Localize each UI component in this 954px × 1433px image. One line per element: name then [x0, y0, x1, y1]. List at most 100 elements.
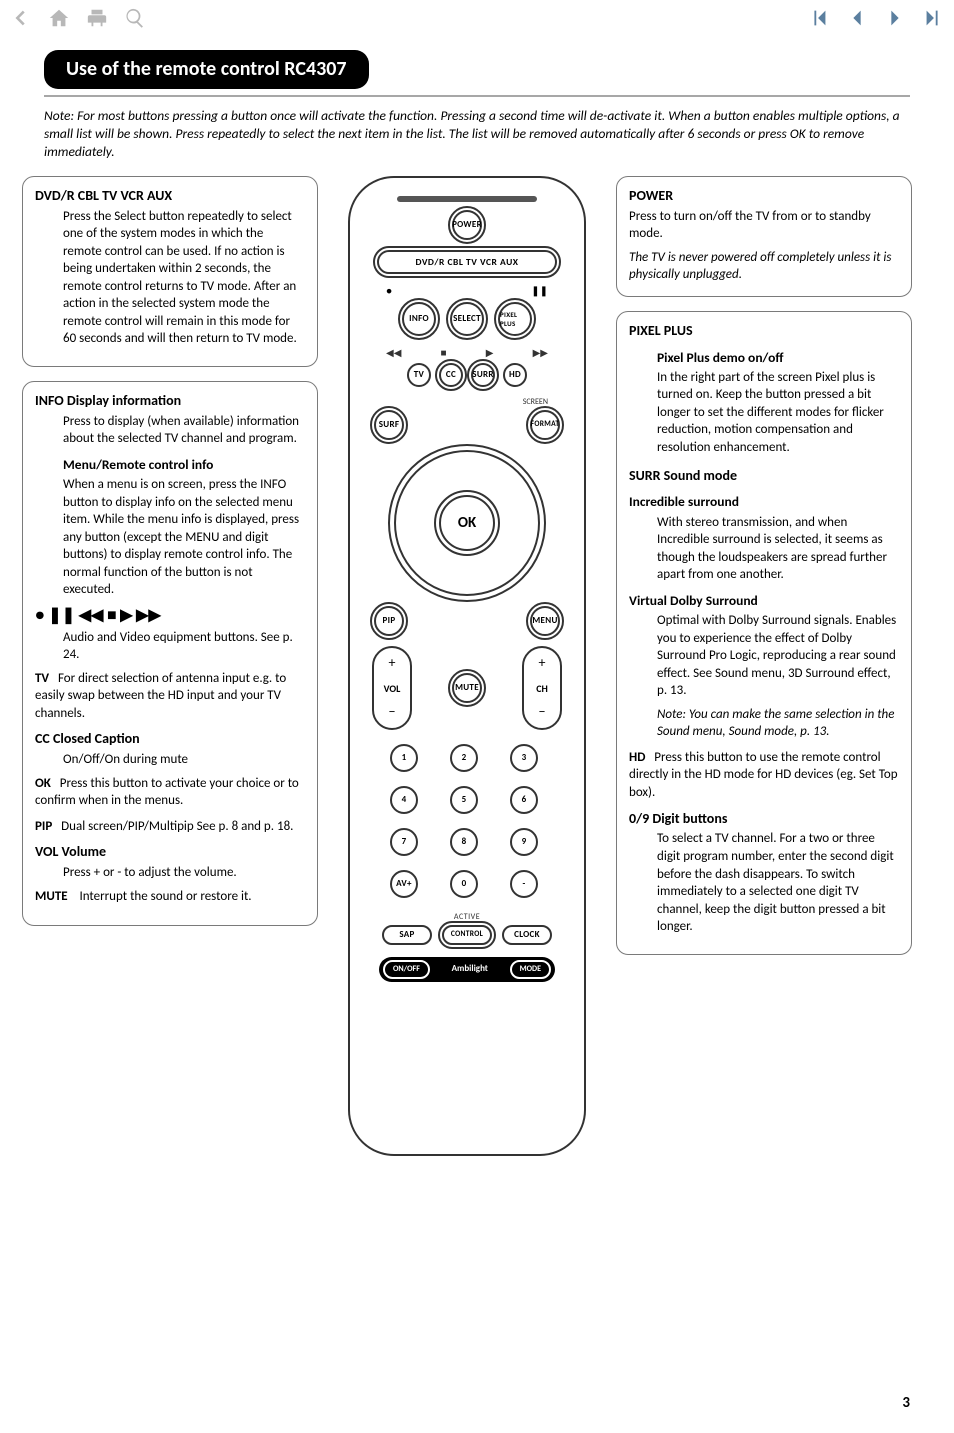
surr-sub: Incredible surround [629, 493, 899, 511]
vds-note: Note: You can make the same selection in… [657, 707, 894, 740]
hd-entry: HD Press this button to use the remote c… [629, 749, 899, 802]
search-icon[interactable] [124, 7, 146, 35]
btn-info: INFO [402, 302, 436, 336]
vol-head: VOL Volume [35, 843, 305, 862]
btn-modebar: DVD/R CBL TV VCR AUX [377, 250, 557, 275]
vds-body: Optimal with Dolby Surround signals. Ena… [657, 612, 899, 700]
btn-4: 4 [390, 786, 418, 814]
ok-body: Press this button to activate your choic… [35, 776, 299, 809]
digit-head: 0/9 Digit buttons [629, 810, 899, 829]
btn-9: 9 [510, 828, 538, 856]
power-body: Press to turn on/off the TV from or to s… [629, 208, 899, 243]
info-body: Press to display (when available) inform… [63, 413, 305, 448]
tv-tag: TV [35, 671, 49, 686]
power-note: The TV is never powered off completely u… [629, 250, 891, 283]
transport-head: ● ❚❚ ◀◀ ■ ▶ ▶▶ [35, 605, 305, 627]
ok-entry: OK Press this button to activate your ch… [35, 775, 305, 810]
surr-body: With stereo transmission, and when Incre… [657, 514, 899, 584]
rocker-ch: +CH− [522, 646, 562, 730]
btn-dash: - [510, 870, 538, 898]
back-icon[interactable] [10, 7, 32, 35]
surr-head: SURR Sound mode [629, 467, 899, 486]
btn-1: 1 [390, 744, 418, 772]
nav-right-group [808, 7, 944, 35]
btn-0: 0 [450, 870, 478, 898]
mute-tag: MUTE [35, 889, 68, 904]
remote-ir-window [397, 196, 537, 202]
cc-body: On/Off/On during mute [63, 751, 305, 769]
main-columns: DVD/R CBL TV VCR AUX Press the Select bu… [22, 176, 932, 1156]
pixelplus-head: PIXEL PLUS [629, 322, 899, 341]
page-title: Use of the remote control RC4307 [44, 50, 369, 89]
first-page-icon[interactable] [808, 7, 830, 35]
btn-mode: MODE [510, 960, 551, 979]
pixelplus-sub: Pixel Plus demo on/off [657, 349, 899, 367]
screen-label: SCREEN [368, 397, 566, 408]
transport-body: Audio and Video equipment buttons. See p… [63, 629, 305, 664]
menuinfo-head: Menu/Remote control info [63, 456, 305, 474]
home-icon[interactable] [48, 7, 70, 35]
transport-marks: ◀◀■▶▶▶ [368, 346, 566, 360]
page-number: 3 [902, 1393, 910, 1413]
remote-diagram: POWER DVD/R CBL TV VCR AUX ●❚❚ INFO SELE… [348, 176, 586, 1156]
modes-head: DVD/R CBL TV VCR AUX [35, 187, 305, 206]
modes-body: Press the Select button repeatedly to se… [63, 208, 305, 348]
box-power: POWER Press to turn on/off the TV from o… [616, 176, 912, 297]
print-icon[interactable] [86, 7, 108, 35]
btn-surr-small: SURR [471, 363, 495, 387]
btn-cc: CC [439, 363, 463, 387]
btn-mute: MUTE [452, 673, 482, 703]
btn-surf: SURF [374, 410, 404, 440]
btn-6: 6 [510, 786, 538, 814]
number-pad: 1 2 3 4 5 6 7 8 9 AV+ 0 - [368, 744, 566, 898]
btn-3: 3 [510, 744, 538, 772]
btn-ok: OK [439, 495, 495, 551]
mute-body: Interrupt the sound or restore it. [79, 889, 251, 904]
pip-body: Dual screen/PIP/Multipip See p. 8 and p.… [61, 819, 293, 834]
ok-tag: OK [35, 776, 51, 791]
intro-note: Note: For most buttons pressing a button… [44, 107, 910, 162]
menuinfo-body: When a menu is on screen, press the INFO… [63, 476, 305, 599]
tv-body: For direct selection of antenna input e.… [35, 671, 286, 721]
btn-control: CONTROL [442, 925, 492, 945]
last-page-icon[interactable] [922, 7, 944, 35]
pixelplus-body: In the right part of the screen Pixel pl… [657, 369, 899, 457]
btn-av: AV+ [390, 870, 418, 898]
btn-sap: SAP [382, 925, 432, 945]
btn-hd: HD [503, 363, 527, 387]
btn-select: SELECT [450, 302, 484, 336]
left-column: DVD/R CBL TV VCR AUX Press the Select bu… [22, 176, 318, 941]
box-right-main: PIXEL PLUS Pixel Plus demo on/off In the… [616, 311, 912, 955]
nav-ring: OK [394, 450, 540, 596]
rec-pause-marks: ●❚❚ [368, 284, 566, 298]
btn-5: 5 [450, 786, 478, 814]
btn-menu: MENU [530, 606, 560, 636]
btn-pixelplus: PIXEL PLUS [498, 302, 532, 336]
ch-label: CH [536, 682, 548, 696]
mute-entry: MUTE Interrupt the sound or restore it. [35, 888, 305, 906]
btn-tv: TV [407, 363, 431, 387]
prev-page-icon[interactable] [846, 7, 868, 35]
pip-tag: PIP [35, 819, 52, 834]
next-page-icon[interactable] [884, 7, 906, 35]
btn-clock: CLOCK [502, 925, 552, 945]
nav-toolbar [0, 0, 954, 42]
digit-body: To select a TV channel. For a two or thr… [657, 830, 899, 935]
remote-column: POWER DVD/R CBL TV VCR AUX ●❚❚ INFO SELE… [328, 176, 606, 1156]
active-label: ACTIVE [368, 912, 566, 923]
btn-pip: PIP [374, 606, 404, 636]
btn-2: 2 [450, 744, 478, 772]
hd-tag: HD [629, 750, 645, 765]
info-head: INFO Display information [35, 392, 305, 411]
power-head: POWER [629, 187, 899, 206]
cc-head: CC Closed Caption [35, 730, 305, 749]
box-info-and-more: INFO Display information Press to displa… [22, 381, 318, 926]
btn-format: FORMAT [530, 410, 560, 440]
right-column: POWER Press to turn on/off the TV from o… [616, 176, 912, 969]
btn-power: POWER [452, 210, 482, 240]
nav-left-group [10, 7, 146, 35]
btn-7: 7 [390, 828, 418, 856]
vol-label: VOL [384, 682, 401, 696]
pip-entry: PIP Dual screen/PIP/Multipip See p. 8 an… [35, 818, 305, 836]
box-modes: DVD/R CBL TV VCR AUX Press the Select bu… [22, 176, 318, 367]
